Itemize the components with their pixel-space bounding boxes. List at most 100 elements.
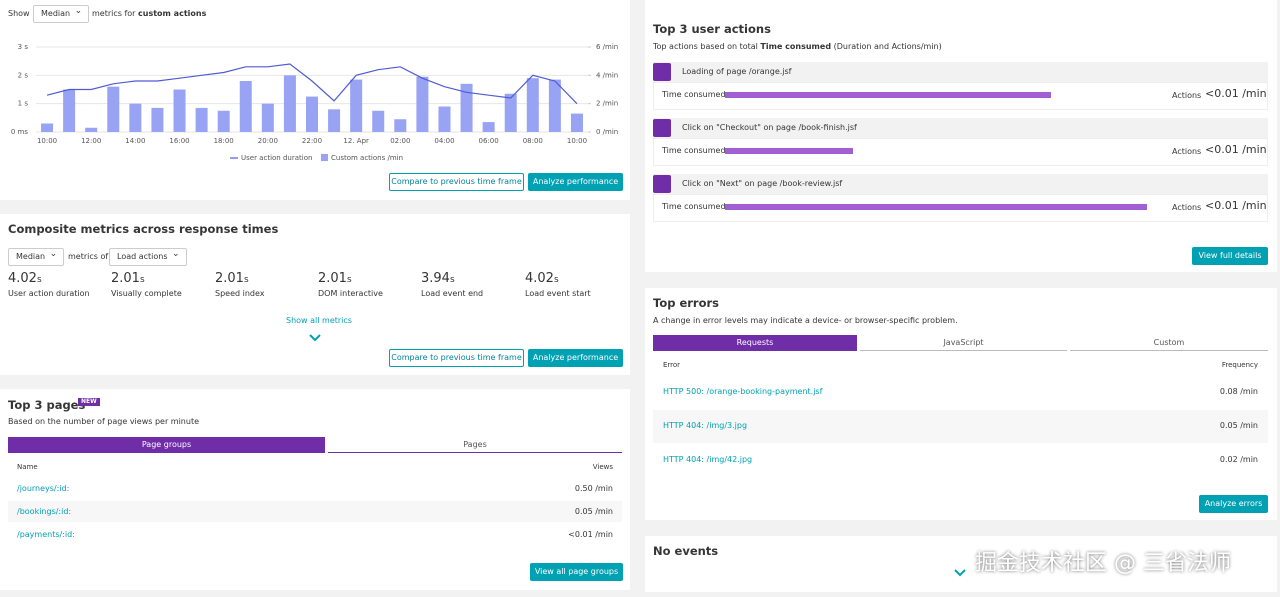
action-header: [653, 174, 1268, 194]
button[interactable]: Analyze errors: [1199, 495, 1268, 513]
table-row: [8, 501, 622, 522]
x-tick-label: 12:00: [81, 137, 101, 145]
panel-title: Top 3 pages: [8, 398, 86, 412]
time-label: Time consumed: [662, 90, 726, 99]
action-icon: [653, 175, 671, 193]
y2-tick-label: 6 /min: [596, 43, 618, 51]
panel-title: No events: [653, 544, 719, 558]
x-tick-label: 10:00: [567, 137, 587, 145]
unit: s: [243, 275, 249, 285]
views: 0.50 /min: [574, 484, 613, 493]
x-tick-label: 06:00: [479, 137, 499, 145]
tab[interactable]: Page groups: [8, 437, 325, 453]
bar: [107, 86, 120, 132]
action-row: [653, 138, 1268, 166]
bar: [504, 93, 517, 132]
bar: [526, 78, 539, 132]
y2-tick-label: 4 /min: [596, 71, 618, 79]
panel-title: Top errors: [653, 296, 720, 310]
badge: NEW: [78, 398, 100, 406]
bar: [438, 106, 451, 132]
number: 4.02: [525, 271, 554, 286]
text: (Duration and Actions/min): [833, 42, 942, 51]
bar: [570, 113, 583, 132]
metric-label: Visually complete: [111, 289, 182, 298]
button[interactable]: Compare to previous time frame: [389, 173, 524, 191]
action-header: [653, 118, 1268, 138]
unit: s: [139, 275, 145, 285]
button[interactable]: View all page groups: [530, 563, 623, 581]
table-row: [8, 524, 622, 545]
y-tick-label: 0 ms: [11, 128, 28, 136]
number: 2.01: [111, 271, 140, 286]
metric-label: Speed index: [215, 289, 265, 298]
metric-value: 4.02s: [8, 271, 42, 288]
tab[interactable]: Custom: [1070, 335, 1268, 351]
unit: s: [553, 275, 559, 285]
action-name: Click on "Next" on page /book-review.jsf: [682, 179, 843, 188]
bar: [394, 119, 407, 132]
page-link[interactable]: /bookings/:id:: [17, 507, 72, 516]
text: Time consumed: [760, 42, 832, 51]
bar: [372, 110, 385, 132]
time-label: Time consumed: [662, 146, 726, 155]
column-header: Frequency: [1221, 361, 1258, 369]
x-tick-label: 22:00: [302, 137, 322, 145]
page-link[interactable]: /journeys/:id:: [17, 484, 70, 493]
error-link[interactable]: HTTP 404: /img/3.jpg: [663, 421, 748, 430]
tab[interactable]: Pages: [328, 437, 622, 453]
chevron[interactable]: [953, 568, 967, 578]
bar: [482, 122, 495, 132]
text: custom actions: [138, 9, 207, 18]
chevron[interactable]: [308, 333, 322, 343]
error-link[interactable]: HTTP 500: /orange-booking-payment.jsf: [663, 387, 823, 396]
x-tick-label: 14:00: [125, 137, 145, 145]
panel-title: Composite metrics across response times: [8, 222, 279, 236]
x-tick-label: 12. Apr: [343, 137, 369, 145]
x-tick-label: 08:00: [523, 137, 543, 145]
bar: [239, 81, 252, 132]
x-tick-label: 20:00: [258, 137, 278, 145]
table-row: [653, 444, 1268, 477]
actions-rate: <0.01 /min: [1205, 199, 1267, 212]
bar: [173, 89, 186, 132]
button[interactable]: Compare to previous time frame: [389, 349, 524, 367]
button[interactable]: Analyze performance: [528, 173, 623, 191]
metric-label: User action duration: [8, 289, 90, 298]
page-link[interactable]: /payments/:id:: [17, 530, 75, 539]
events-panel: [645, 536, 1277, 592]
number: 2.01: [318, 271, 347, 286]
time-bar: [725, 92, 1051, 98]
link[interactable]: Show all metrics: [286, 316, 352, 325]
y2-tick-label: 0 /min: [596, 128, 618, 136]
table-row: [653, 410, 1268, 443]
dropdown[interactable]: Load actions: [109, 246, 187, 266]
button[interactable]: Analyze performance: [528, 349, 623, 367]
bar: [416, 76, 429, 132]
tab[interactable]: JavaScript: [860, 335, 1067, 351]
table-row: [653, 376, 1268, 409]
y-tick-label: 2 s: [18, 71, 29, 79]
actions-label: Actions: [1172, 91, 1202, 100]
frequency: 0.05 /min: [1219, 421, 1258, 430]
composite-panel: [0, 214, 630, 375]
label: Show: [8, 9, 30, 18]
time-bar: [725, 148, 853, 154]
views: 0.05 /min: [574, 507, 613, 516]
tab[interactable]: Requests: [653, 335, 857, 351]
time-label: Time consumed: [662, 202, 726, 211]
y-tick-label: 3 s: [18, 43, 29, 51]
line: [46, 63, 578, 105]
views: <0.01 /min: [568, 530, 613, 539]
bar: [548, 79, 561, 132]
dropdown[interactable]: Median: [33, 3, 90, 23]
label: metrics of: [68, 252, 109, 261]
actions-rate: <0.01 /min: [1205, 87, 1267, 100]
button[interactable]: View full details: [1192, 247, 1268, 265]
error-link[interactable]: HTTP 404: /img/42.jpg: [663, 455, 753, 464]
number: 4.02: [8, 271, 37, 286]
metric-label: Load event start: [525, 289, 591, 298]
actions-label: Actions: [1172, 203, 1202, 212]
metric-value: 2.01s: [215, 271, 249, 288]
dropdown[interactable]: Median: [8, 246, 65, 266]
